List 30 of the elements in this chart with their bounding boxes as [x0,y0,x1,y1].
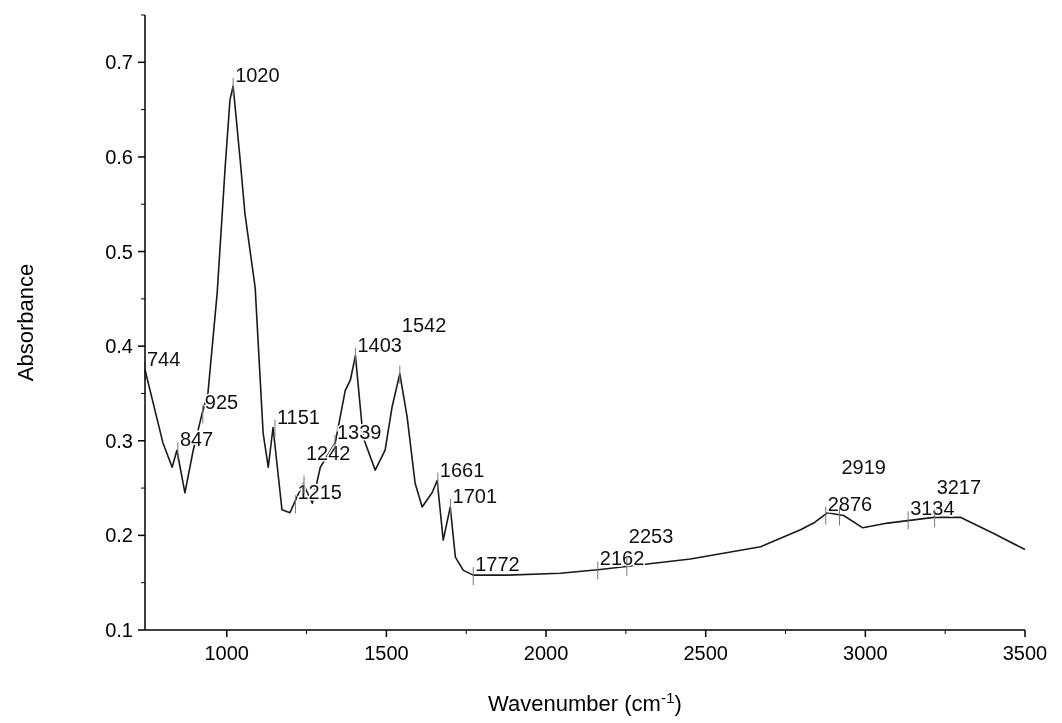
x-tick-label: 2500 [683,642,728,664]
annotation: 1661 [439,458,485,481]
annotation: 2162 [599,547,645,570]
annotation: 925 [204,391,239,414]
x-tick-label: 3500 [1002,642,1048,664]
y-tick-label: 0.2 [105,524,133,547]
x-tick-label: 2000 [523,642,569,664]
annotation: 1701 [452,485,498,507]
y-tick-label: 0.6 [105,145,133,168]
annotation: 2253 [628,524,674,547]
y-tick-label: 0.1 [105,619,133,641]
annotation: 2876 [827,492,873,515]
annotation: 1542 [401,313,447,336]
annotation: 744 [147,347,181,370]
y-tick-label: 0.3 [105,429,133,452]
y-axis-title: Absorbance [13,263,38,382]
x-tick-label: 1000 [204,642,249,664]
annotation: 3134 [910,497,955,520]
y-tick-label: 0.7 [105,51,133,74]
annotation: 3217 [936,476,982,499]
y-tick-label: 0.5 [105,240,133,263]
x-tick-label: 3000 [843,642,888,664]
annotation: 1151 [276,405,320,428]
y-tick-label: 0.4 [105,335,133,358]
annotation: 1020 [235,63,280,86]
x-tick-label: 1500 [364,642,409,664]
annotation: 1403 [357,333,402,356]
annotation: 1772 [475,553,520,576]
x-axis-title: Wavenumber (cm$^{-1}$) [488,688,682,716]
annotation: 2919 [841,455,886,478]
